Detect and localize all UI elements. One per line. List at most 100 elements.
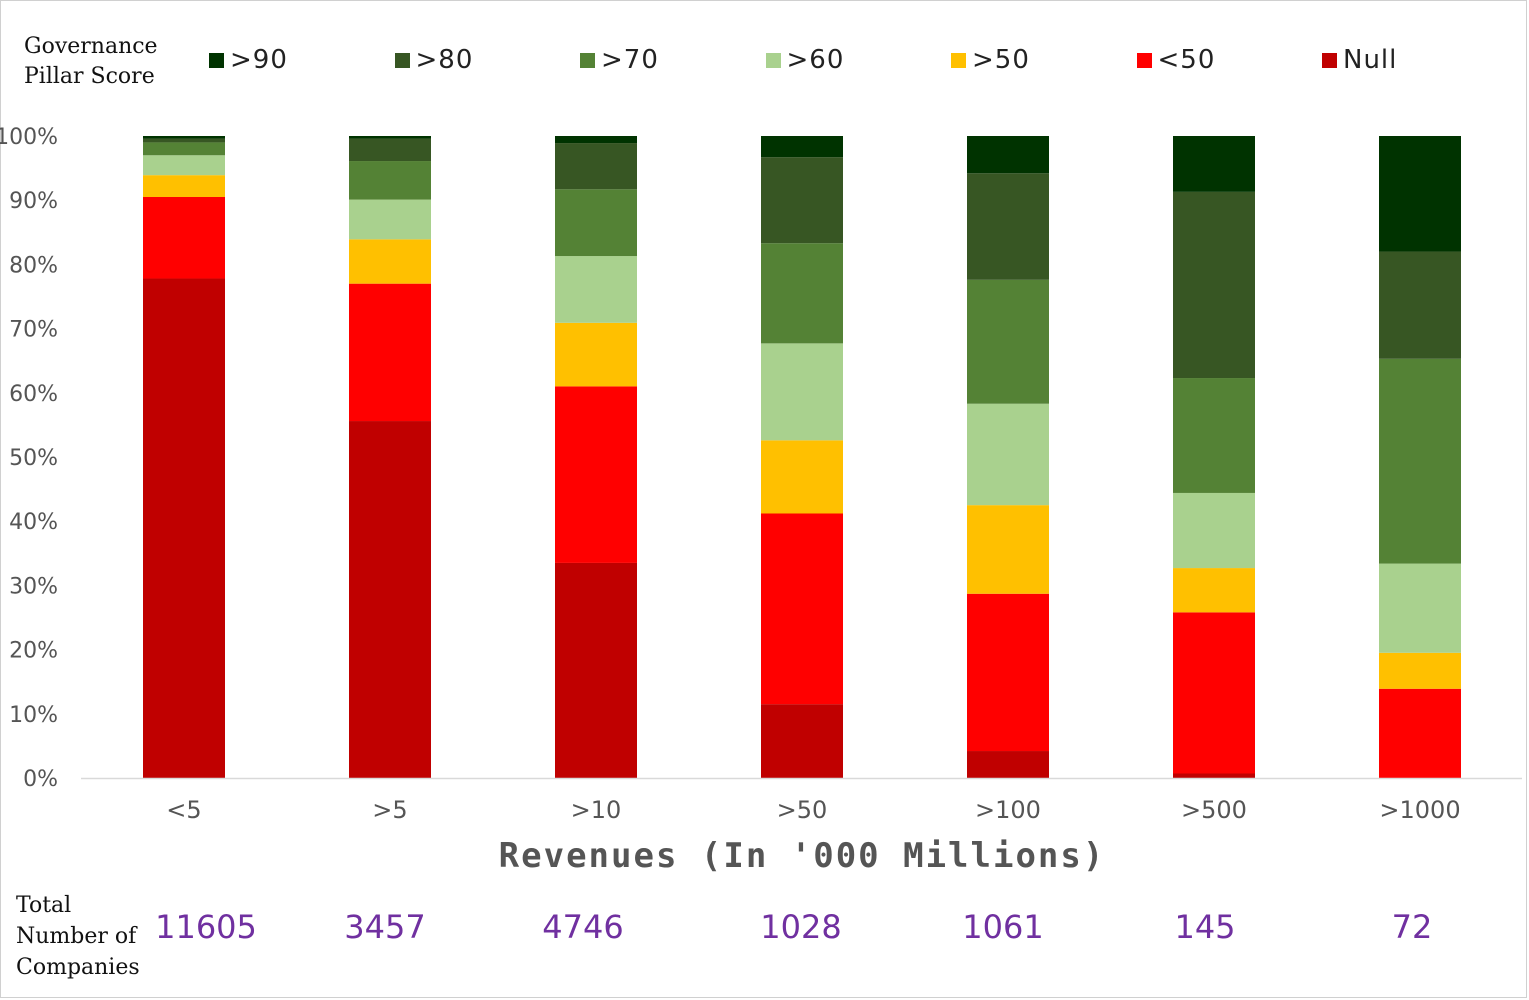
total-count: 3457 [344, 908, 426, 946]
bar-segment [1173, 492, 1255, 569]
y-tick-label: 0% [23, 767, 58, 792]
bar-segment [1379, 358, 1461, 564]
bar-segment [1173, 191, 1255, 379]
bar-segment [1379, 136, 1461, 252]
legend-label: >70 [601, 45, 659, 75]
legend-label: >60 [786, 45, 845, 75]
total-count: 1061 [962, 908, 1044, 946]
bar-segment [555, 322, 637, 387]
bar-segment [349, 199, 431, 240]
x-tick-label: <5 [166, 796, 201, 824]
legend-swatch [580, 52, 595, 68]
bar-segment [349, 283, 431, 422]
bar-segment [967, 136, 1049, 174]
legend-swatch [951, 52, 966, 68]
x-tick-label: >50 [777, 796, 828, 824]
bar-segment [761, 136, 843, 158]
bar-segment [555, 386, 637, 563]
total-count: 1028 [760, 908, 842, 946]
bar-segment [761, 243, 843, 344]
bar-segment [349, 421, 431, 778]
legend-swatch [1322, 52, 1337, 68]
bar-segment [143, 278, 225, 778]
bar-segment [143, 136, 225, 139]
total-label-line-2: Number of [16, 924, 137, 949]
bar-segment [555, 136, 637, 144]
x-tick-label: >5 [372, 796, 407, 824]
bar-segment [143, 155, 225, 176]
bar-segment [967, 593, 1049, 752]
bar-segment [967, 173, 1049, 280]
bar-segment [967, 279, 1049, 404]
bar-segment [1379, 688, 1461, 778]
legend-title-line-2: Pillar Score [24, 64, 155, 89]
x-tick-label: >500 [1181, 796, 1247, 824]
bar-segment [1173, 136, 1255, 192]
bar-segment [349, 161, 431, 200]
legend-label: Null [1343, 45, 1398, 75]
y-tick-label: 10% [9, 703, 58, 728]
y-tick-label: 80% [9, 253, 58, 278]
legend-label: <50 [1157, 45, 1216, 75]
legend-item: Null [1322, 44, 1397, 76]
y-tick-label: 100% [0, 125, 58, 150]
y-tick-label: 50% [9, 446, 58, 471]
bar-segment [761, 157, 843, 244]
y-tick-label: 70% [9, 318, 58, 343]
bar-segment [143, 196, 225, 279]
total-count: 4746 [542, 908, 624, 946]
bar-segment [1379, 563, 1461, 653]
legend-item: >80 [394, 44, 474, 76]
legend-item: >60 [765, 44, 845, 76]
y-tick-label: 90% [9, 189, 58, 214]
bar-segment [555, 562, 637, 778]
x-tick-label: >100 [975, 796, 1041, 824]
bar-segment [761, 440, 843, 514]
bar-segment [349, 138, 431, 162]
bar-segment [761, 513, 843, 705]
bar-segment [349, 136, 431, 139]
legend-item: >90 [209, 44, 288, 76]
bar-segment [1379, 251, 1461, 359]
bar-segment [1173, 612, 1255, 774]
legend-label: >50 [972, 45, 1030, 75]
bar-segment [349, 239, 431, 284]
x-tick-label: >1000 [1379, 796, 1460, 824]
x-tick-label: >10 [571, 796, 622, 824]
bar-segment [1379, 652, 1461, 689]
bar-segment [143, 138, 225, 143]
legend-title: Governance Pillar Score [24, 32, 158, 92]
bar-segment [1173, 378, 1255, 493]
y-tick-label: 60% [9, 382, 58, 407]
bar-segment [967, 403, 1049, 506]
bar-segment [967, 505, 1049, 594]
bar-segment [555, 256, 637, 323]
total-count: 145 [1174, 908, 1236, 946]
y-tick-label: 20% [9, 639, 58, 664]
legend-item: >70 [580, 44, 659, 76]
legend-label: >80 [415, 45, 474, 75]
bar-segment [967, 751, 1049, 778]
total-label-line-3: Companies [16, 955, 140, 980]
total-label-line-1: Total [16, 893, 72, 918]
legend-item: >50 [951, 44, 1030, 76]
x-axis-title: Revenues (In '000 Millions) [498, 836, 1106, 876]
bar-segment [761, 343, 843, 441]
bar-segment [143, 175, 225, 197]
y-tick-label: 30% [9, 574, 58, 599]
bar-segment [555, 143, 637, 190]
y-tick-label: 40% [9, 510, 58, 535]
bar-segment [143, 142, 225, 156]
legend-swatch [209, 52, 224, 68]
bar-segment [1173, 568, 1255, 613]
legend-item: <50 [1136, 44, 1216, 76]
bar-segment [761, 704, 843, 778]
legend-swatch [1136, 52, 1152, 68]
total-count: 72 [1391, 908, 1433, 946]
total-count: 11605 [155, 908, 257, 946]
legend-swatch [765, 52, 781, 68]
bar-segment [1173, 773, 1255, 778]
bar-segment [555, 189, 637, 257]
